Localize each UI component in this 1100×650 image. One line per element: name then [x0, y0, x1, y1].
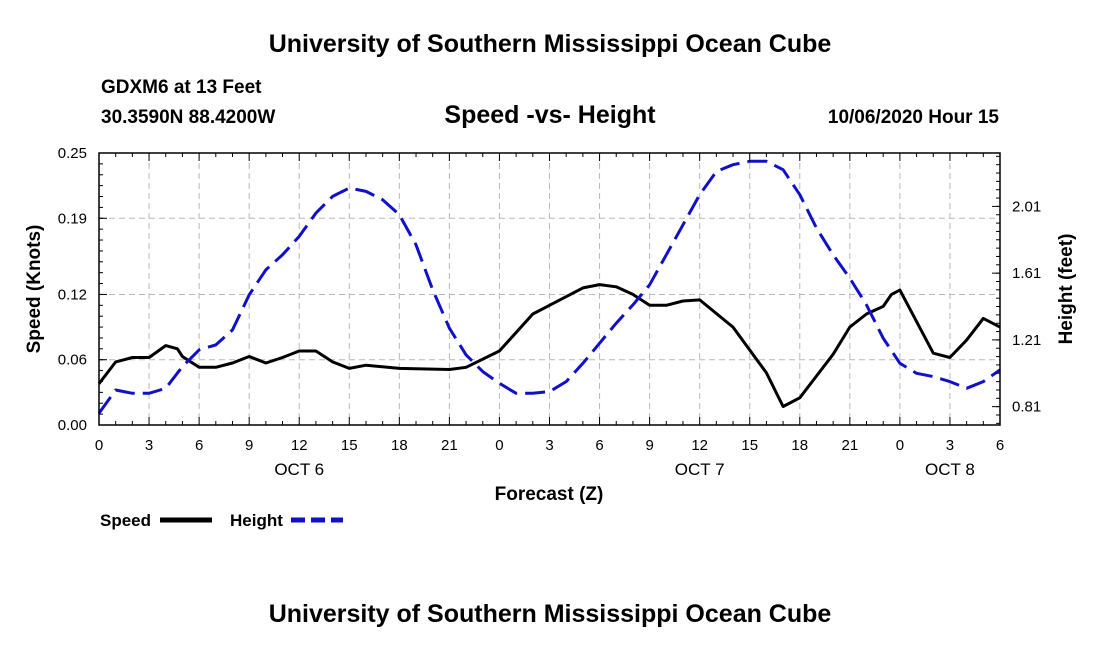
x-tick-label: 3 — [145, 437, 153, 454]
x-tick-label: 12 — [691, 437, 708, 454]
y2-tick-label: 1.61 — [1012, 265, 1041, 282]
datetime-label: 10/06/2020 Hour 15 — [827, 107, 999, 128]
legend: Speed Height — [100, 511, 343, 530]
x-tick-label: 3 — [946, 437, 954, 454]
location-label: 30.3590N 88.4200W — [101, 107, 276, 128]
y-tick-label: 0.06 — [58, 352, 87, 369]
x-tick-label: 15 — [341, 437, 358, 454]
x-tick-label: 18 — [391, 437, 408, 454]
page-title-bottom: University of Southern Mississippi Ocean… — [268, 600, 832, 628]
y2-axis-label: Height (feet) — [1056, 234, 1077, 345]
x-tick-label: 9 — [645, 437, 653, 454]
y2-tick-label: 0.81 — [1012, 399, 1041, 416]
height-series-line — [97, 159, 1001, 415]
y-tick-label: 0.19 — [58, 210, 87, 227]
station-label: GDXM6 at 13 Feet — [101, 77, 262, 98]
day-label: OCT 8 — [925, 460, 975, 479]
x-tick-label: 18 — [791, 437, 808, 454]
day-label: OCT 7 — [675, 460, 725, 479]
page-title-top: University of Southern Mississippi Ocean… — [268, 30, 832, 58]
chart-subtitle: Speed -vs- Height — [444, 101, 656, 129]
x-tick-label: 0 — [95, 437, 103, 454]
y-tick-label: 0.00 — [58, 417, 87, 434]
y2-tick-label: 2.01 — [1012, 198, 1041, 215]
x-tick-label: 21 — [441, 437, 458, 454]
x-tick-label: 0 — [896, 437, 904, 454]
y2-tick-label: 1.21 — [1012, 332, 1041, 349]
legend-height-label: Height — [230, 511, 283, 530]
x-axis-label: Forecast (Z) — [495, 484, 604, 505]
series-layer — [97, 159, 1001, 415]
x-tick-label: 6 — [195, 437, 203, 454]
legend-speed-label: Speed — [100, 511, 151, 530]
y-axis-label: Speed (Knots) — [24, 225, 45, 354]
x-tick-label: 6 — [996, 437, 1004, 454]
day-label: OCT 6 — [274, 460, 324, 479]
axis-layer: 0 3 6 9 12 15 18 21 0 3 6 9 12 15 18 21 0 3 6 OCT 6 OCT 7 OCT… — [58, 145, 1041, 479]
x-tick-label: 6 — [595, 437, 603, 454]
x-tick-label: 0 — [495, 437, 503, 454]
x-tick-label: 12 — [291, 437, 308, 454]
y-tick-label: 0.25 — [58, 145, 87, 162]
grid-layer — [99, 153, 1000, 425]
x-tick-label: 21 — [841, 437, 858, 454]
y-tick-label: 0.12 — [58, 286, 87, 303]
x-tick-label: 3 — [545, 437, 553, 454]
x-tick-label: 9 — [245, 437, 253, 454]
x-tick-label: 15 — [741, 437, 758, 454]
